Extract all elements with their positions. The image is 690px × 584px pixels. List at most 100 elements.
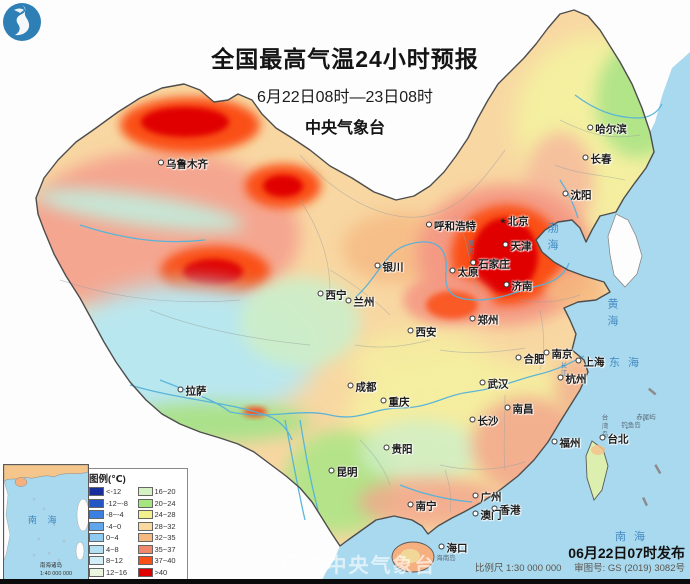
inset-luzon — [76, 498, 88, 532]
city-label: 天津 — [502, 239, 532, 254]
small-islands — [626, 387, 662, 507]
legend-entry: 37~40 — [137, 555, 185, 567]
city-label: 长春 — [582, 152, 612, 167]
city-label: 呼和浩特 — [426, 219, 476, 234]
legend-range: 37~40 — [154, 556, 176, 566]
city-name: 南宁 — [415, 500, 437, 513]
city-label: 杭州 — [557, 372, 587, 387]
city-name: 拉萨 — [185, 385, 207, 398]
city-dot-icon — [557, 374, 564, 381]
inset-hainan — [14, 477, 28, 487]
city-name: 重庆 — [388, 396, 410, 409]
city-label: 郑州 — [469, 313, 499, 328]
city-dot-icon — [469, 416, 476, 423]
legend-range: <-12 — [106, 487, 122, 497]
city-dot-icon — [449, 267, 456, 274]
city-name: 昆明 — [336, 466, 358, 479]
legend-swatch — [137, 533, 153, 543]
city-name: 西安 — [415, 326, 437, 339]
city-name: 海口 — [446, 542, 468, 555]
sea-name-label: 渤海 — [546, 222, 558, 256]
bottom-border-bar — [0, 579, 690, 584]
city-dot-icon — [470, 259, 477, 266]
legend-swatch — [137, 487, 153, 497]
inset-west-coast — [4, 480, 11, 561]
city-label: 合肥 — [515, 352, 545, 367]
city-name: 呼和浩特 — [434, 220, 476, 233]
city-dot-icon — [407, 501, 414, 508]
city-dot-icon — [575, 357, 582, 364]
city-dot-icon — [587, 124, 594, 131]
sea-name-label: 黄海 — [606, 298, 618, 332]
city-dot-icon — [374, 262, 381, 269]
city-name: 天津 — [510, 240, 532, 253]
legend-range: >40 — [154, 567, 168, 577]
legend-swatch — [137, 544, 153, 554]
legend-swatch — [137, 556, 153, 566]
city-label: 重庆 — [380, 395, 410, 410]
legend-range: 8~12 — [106, 556, 123, 566]
city-dot-icon — [317, 290, 324, 297]
legend-entry: 12~16 — [89, 567, 136, 579]
legend-swatch — [89, 498, 104, 508]
city-label: ★北京 — [499, 214, 528, 229]
legend-swatch — [137, 498, 153, 508]
city-name: 台北 — [607, 433, 629, 446]
city-dot-icon — [438, 543, 445, 550]
legend-entry: -4~0 — [89, 521, 136, 533]
inset-coast — [4, 465, 88, 482]
legend-swatch — [89, 556, 104, 566]
inset-islets — [27, 497, 66, 562]
city-label: 拉萨 — [177, 384, 207, 399]
city-dot-icon — [380, 397, 387, 404]
city-name: 武汉 — [487, 378, 509, 391]
city-label: 香港 — [491, 503, 521, 518]
legend-grid: <-12 -12~-8 -8~-4 -4~0 0~4 4~8 8~12 12~16 16~20 2… — [89, 486, 184, 578]
city-dot-icon — [479, 379, 486, 386]
city-label: 西宁 — [317, 288, 347, 303]
city-dot-icon — [503, 281, 510, 288]
city-dot-icon — [407, 327, 414, 334]
city-dot-icon — [347, 382, 354, 389]
city-dot-icon — [543, 349, 550, 356]
legend-swatch — [89, 544, 104, 554]
city-dot-icon — [469, 315, 476, 322]
capital-star-icon: ★ — [499, 216, 507, 226]
city-dot-icon — [599, 434, 606, 441]
city-name: 西宁 — [325, 289, 347, 302]
approval-number: 审图号: GS (2019) 3082号 — [574, 563, 685, 574]
legend-range: 24~28 — [154, 510, 176, 520]
nmc-logo-icon — [3, 3, 41, 41]
city-label: 上海 — [575, 355, 605, 370]
map-scale-line: 比例尺 1:30 000 000 审图号: GS (2019) 3082号 — [475, 560, 685, 574]
city-label: 南京 — [543, 347, 573, 362]
city-name: 哈尔滨 — [595, 123, 627, 136]
watermark-text: @中央气象台 — [305, 555, 437, 577]
city-label: 南宁 — [407, 499, 437, 514]
legend-range: -12~-8 — [106, 498, 128, 508]
city-name: 乌鲁木齐 — [166, 158, 208, 171]
legend-entry: 24~28 — [137, 509, 185, 521]
legend-entry: -8~-4 — [89, 509, 136, 521]
city-dot-icon — [472, 510, 479, 517]
legend-entry: -12~-8 — [89, 498, 136, 510]
city-label: 兰州 — [345, 295, 375, 310]
city-label: 银川 — [374, 260, 404, 275]
legend-swatch — [137, 510, 153, 520]
city-name: 广州 — [480, 491, 502, 504]
city-dot-icon — [504, 404, 511, 411]
island-name-label: 海南岛 — [436, 555, 456, 562]
city-label: 海口 — [438, 541, 468, 556]
legend-range: 12~16 — [106, 567, 128, 577]
city-name: 上海 — [583, 356, 605, 369]
legend-swatch — [137, 521, 153, 531]
legend-range: 28~32 — [154, 521, 176, 531]
city-dot-icon — [472, 492, 479, 499]
city-dot-icon — [515, 354, 522, 361]
city-label: 武汉 — [479, 377, 509, 392]
city-dot-icon — [177, 386, 184, 393]
city-name: 郑州 — [477, 314, 499, 327]
city-label: 福州 — [551, 436, 581, 451]
island-name-label: 钓鱼岛 — [621, 422, 641, 429]
